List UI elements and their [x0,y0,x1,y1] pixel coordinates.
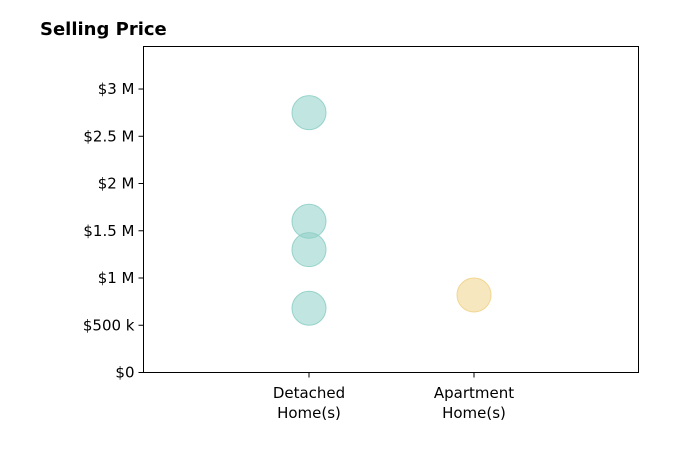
y-tick-label: $1.5 M [83,222,134,240]
data-point [291,290,327,326]
x-tick-label-line: Home(s) [277,404,341,422]
y-tick-label: $1 M [98,269,135,287]
x-tick-label: Apartment Home(s) [434,384,514,422]
plot-frame [143,46,639,373]
x-tick-label-line: Home(s) [442,404,506,422]
y-tick-label: $3 M [98,80,135,98]
x-tick-label: Detached Home(s) [273,384,345,422]
x-tick-label-line: Apartment [434,384,514,402]
data-point [456,277,492,313]
y-tick-label: $2.5 M [83,127,134,145]
plot-area: $0 $500 k $1 M $1.5 M $2 M $2.5 M $3 M Detached… [83,80,514,422]
data-point [291,232,327,268]
data-point [291,95,327,131]
x-tick-label-line: Detached [273,384,345,402]
y-tick-label: $2 M [98,175,135,193]
chart-title: Selling Price [40,19,167,40]
y-tick-label: $0 [115,364,134,382]
y-tick-label: $500 k [83,316,135,334]
